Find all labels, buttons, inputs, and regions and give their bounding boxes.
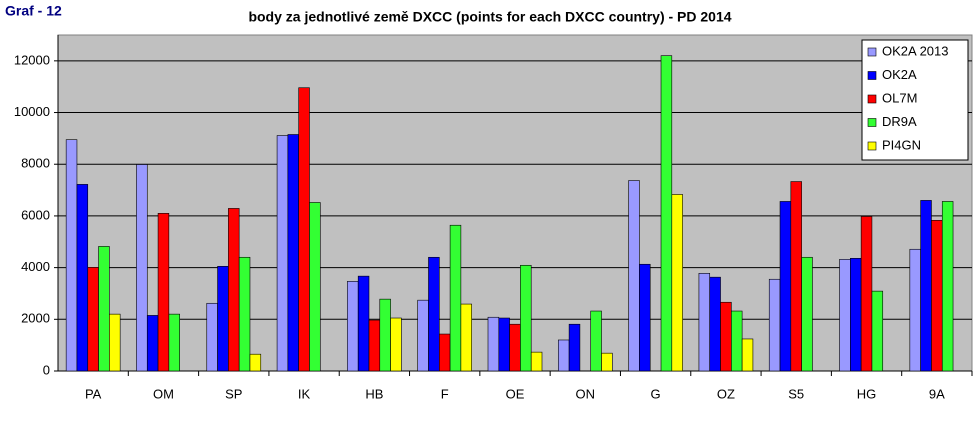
bar [720, 301, 732, 372]
bar [779, 201, 792, 372]
bar [909, 248, 921, 372]
bar [568, 323, 581, 372]
bar [347, 281, 359, 372]
bar [460, 303, 472, 372]
x-tick-label: PA [85, 386, 102, 401]
legend-swatch [867, 94, 877, 104]
bar [628, 180, 640, 372]
bar [660, 55, 673, 372]
bar [860, 216, 873, 372]
y-tick-label: 2000 [21, 311, 50, 326]
bar [417, 299, 429, 372]
y-tick-label: 0 [43, 362, 50, 377]
x-tick-label: F [441, 386, 449, 401]
bar [931, 220, 943, 372]
legend-label: OK2A 2013 [882, 43, 949, 58]
bar [498, 317, 510, 372]
bar [217, 266, 229, 372]
bar [530, 351, 543, 372]
bar [941, 201, 954, 372]
bar [768, 278, 781, 372]
bar [65, 139, 78, 372]
bar [671, 194, 683, 372]
x-tick-label: G [651, 386, 661, 401]
bar [639, 263, 651, 372]
bar [228, 208, 240, 372]
bar [428, 256, 440, 372]
bar [390, 317, 402, 372]
y-tick-label: 10000 [14, 104, 50, 119]
bar [920, 200, 932, 372]
bar [309, 202, 321, 372]
legend-box [861, 39, 969, 161]
legend-label: OL7M [882, 90, 917, 105]
bar [438, 333, 451, 372]
bar [368, 319, 381, 372]
bar [287, 134, 299, 372]
bar [76, 184, 89, 372]
x-tick-label: ON [576, 386, 596, 401]
x-tick-label: OZ [717, 386, 735, 401]
bar [590, 310, 602, 372]
bar [357, 275, 370, 372]
legend-swatch [867, 118, 877, 127]
bar [276, 135, 289, 372]
legend-label: OK2A [882, 67, 917, 82]
bar [839, 259, 851, 372]
x-tick-label: OE [506, 386, 525, 401]
legend-label: PI4GN [882, 137, 921, 152]
bar [379, 298, 391, 372]
x-tick-label: HB [365, 386, 383, 401]
y-tick-label: 4000 [21, 259, 50, 274]
chart-label: Graf - 12 [5, 3, 62, 19]
bar [238, 256, 251, 372]
bar [157, 213, 170, 372]
bar [206, 302, 218, 372]
bar [98, 246, 110, 372]
bar [298, 87, 310, 372]
bar [136, 164, 148, 372]
bar [741, 338, 754, 372]
bar [87, 267, 99, 372]
x-tick-label: HG [857, 386, 877, 401]
legend-swatch [867, 141, 877, 151]
bar [731, 310, 743, 372]
bar [449, 224, 462, 372]
bar [790, 181, 802, 372]
bar [109, 313, 121, 372]
bar [709, 276, 721, 372]
bar [146, 315, 159, 372]
x-tick-label: S5 [788, 386, 804, 401]
bar [850, 258, 862, 372]
bar [558, 339, 570, 372]
legend-swatch [867, 47, 877, 57]
plot-area [57, 34, 973, 372]
bar [871, 290, 884, 372]
y-tick-label: 6000 [21, 207, 50, 222]
chart-title: body za jednotlivé země DXCC (points for… [248, 9, 731, 25]
bar [698, 273, 711, 372]
legend-swatch [867, 71, 877, 80]
bar [601, 352, 613, 372]
y-tick-label: 12000 [14, 52, 50, 67]
legend-label: DR9A [882, 114, 917, 129]
bar [249, 353, 262, 372]
x-tick-label: OM [153, 386, 174, 401]
x-tick-label: 9A [929, 386, 945, 401]
bar [801, 256, 813, 372]
bar [487, 316, 500, 372]
bar [168, 313, 180, 372]
bar [509, 323, 521, 372]
x-tick-label: IK [298, 386, 311, 401]
bar [520, 264, 532, 372]
x-tick-label: SP [225, 386, 242, 401]
y-tick-label: 8000 [21, 156, 50, 171]
